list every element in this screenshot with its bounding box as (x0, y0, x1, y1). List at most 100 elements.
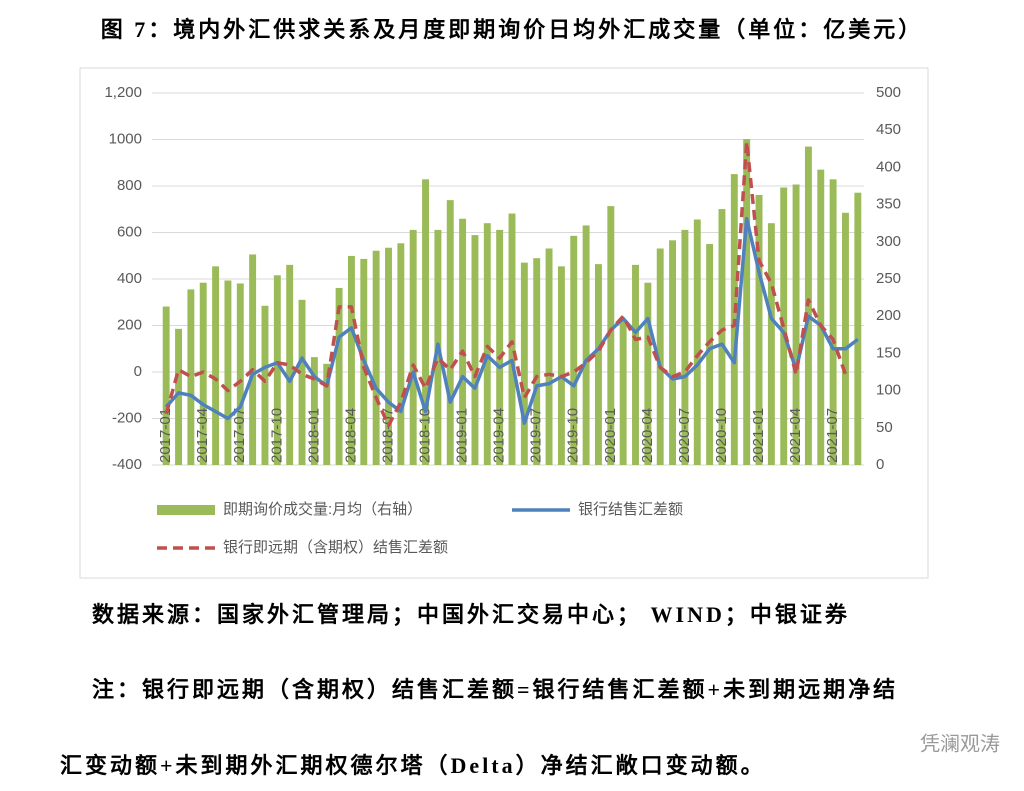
bar (471, 235, 479, 465)
y2-tick-label: 100 (876, 382, 901, 399)
y-tick-label: 400 (117, 270, 142, 287)
x-tick-label: 2018-10 (417, 408, 434, 463)
legend-label: 即期询价成交量:月均（右轴） (223, 500, 422, 518)
chart-frame (79, 67, 929, 579)
bar (656, 248, 664, 465)
bar (743, 139, 751, 466)
bar (842, 212, 849, 465)
bar (718, 209, 726, 465)
bar (249, 254, 257, 465)
bar (570, 235, 578, 465)
y-tick-label: 1000 (109, 130, 142, 147)
x-tick-label: 2021-07 (824, 408, 841, 463)
bar (817, 169, 825, 465)
x-tick-label: 2017-04 (194, 408, 211, 463)
bar (310, 357, 318, 465)
bar (681, 229, 689, 465)
bar (397, 243, 405, 465)
bar (385, 247, 392, 465)
bar (557, 266, 565, 465)
bar (619, 319, 627, 465)
bar (261, 305, 269, 465)
y2-tick-label: 150 (876, 344, 901, 361)
y2-tick-label: 400 (876, 158, 901, 175)
bar (496, 229, 504, 465)
bar (162, 306, 170, 465)
y2-tick-label: 0 (876, 456, 884, 473)
bar (236, 283, 244, 465)
chart-title: 图 7：境内外汇供求关系及月度即期询价日均外汇成交量（单位：亿美元） (101, 17, 924, 42)
y-tick-label: -200 (112, 409, 142, 426)
x-tick-label: 2020-07 (676, 408, 693, 463)
bar (607, 206, 615, 465)
bar (459, 218, 467, 465)
y2-tick-label: 300 (876, 233, 901, 250)
bar (199, 282, 207, 465)
legend-label: 银行即远期（含期权）结售汇差额 (223, 539, 448, 556)
bar (335, 287, 343, 465)
legend-label: 银行结售汇差额 (578, 501, 683, 518)
bar (669, 240, 677, 465)
x-tick-label: 2021-04 (787, 408, 804, 463)
y2-tick-label: 200 (876, 307, 901, 324)
x-tick-label: 2017-01 (157, 408, 174, 463)
x-tick-label: 2020-04 (639, 408, 656, 463)
bar (323, 363, 331, 465)
bar (533, 258, 541, 465)
bar (829, 179, 837, 465)
bar (175, 328, 182, 465)
bar (792, 184, 800, 465)
x-tick-label: 2019-07 (528, 408, 545, 463)
x-tick-label: 2020-10 (713, 408, 730, 463)
bar (632, 264, 639, 465)
bar (854, 192, 862, 466)
bar (520, 262, 528, 465)
note-line: 汇变动额+未到期外汇期权德尔塔（Delta）净结汇敞口变动额。 (60, 753, 766, 778)
bar (273, 275, 281, 465)
y2-tick-label: 350 (876, 196, 901, 213)
bar (483, 223, 491, 465)
bar (508, 213, 516, 465)
bar (298, 299, 306, 465)
y2-tick-label: 450 (876, 121, 901, 138)
bar (372, 250, 380, 465)
line (164, 140, 848, 428)
bar (422, 179, 430, 465)
bar (594, 264, 602, 465)
legend-swatch (157, 505, 215, 515)
bar (644, 282, 652, 465)
x-tick-label: 2019-01 (454, 408, 471, 463)
y-tick-label: 600 (117, 223, 142, 240)
watermark: 凭澜观涛 (920, 732, 1000, 756)
bar (582, 225, 590, 465)
line (164, 216, 859, 425)
bar (545, 248, 553, 465)
bar (755, 194, 763, 466)
y-tick-label: 0 (134, 363, 142, 380)
y-tick-label: -400 (112, 456, 142, 473)
bar (286, 264, 294, 465)
x-tick-label: 2020-01 (602, 408, 619, 463)
x-tick-label: 2021-01 (750, 408, 767, 463)
bar (212, 266, 220, 465)
bar (767, 223, 775, 465)
y-tick-label: 1,200 (104, 84, 142, 101)
y-tick-label: 200 (117, 316, 142, 333)
bar (693, 219, 701, 465)
bar (187, 289, 195, 465)
y-tick-label: 800 (117, 177, 142, 194)
bar (224, 280, 232, 465)
bar (446, 200, 454, 466)
x-tick-label: 2019-04 (491, 408, 508, 463)
x-tick-label: 2018-07 (379, 408, 396, 463)
bar (409, 229, 417, 465)
source: 数据来源：国家外汇管理局；中国外汇交易中心； WIND；中银证券 (92, 602, 850, 627)
x-tick-label: 2017-07 (231, 408, 248, 463)
y2-tick-label: 50 (876, 419, 893, 436)
y2-tick-label: 250 (876, 270, 901, 287)
x-tick-label: 2019-10 (565, 408, 582, 463)
y2-tick-label: 500 (876, 84, 901, 101)
bar (347, 255, 355, 465)
bar (706, 244, 714, 465)
